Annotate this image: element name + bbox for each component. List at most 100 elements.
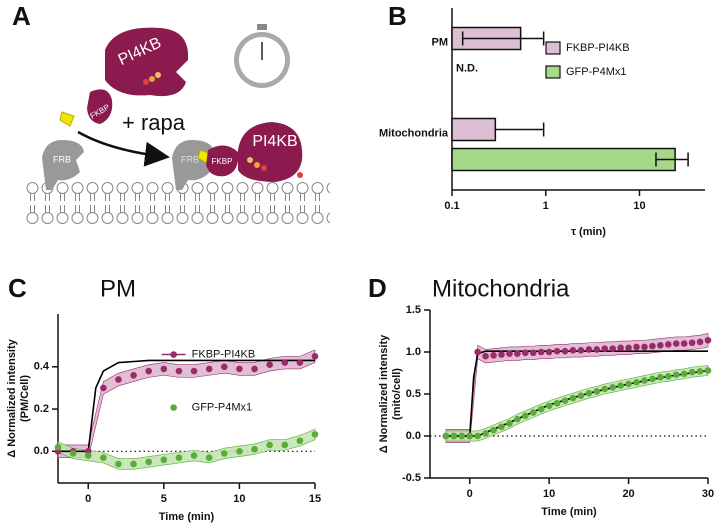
data-point (474, 348, 481, 356)
x-tick-label: 1 (543, 200, 549, 212)
data-point (696, 368, 704, 375)
data-point (251, 365, 258, 373)
data-point (641, 343, 648, 351)
data-point (190, 367, 198, 375)
y-tick-label: 1.0 (406, 346, 421, 358)
data-point (205, 365, 213, 373)
data-point (115, 460, 122, 468)
data-point (474, 432, 481, 440)
diagram-label: PI4KB (252, 133, 297, 150)
x-tick-label: 0 (85, 493, 91, 505)
y-axis-label: Δ Normalized intensity (6, 338, 18, 457)
frb-shape (42, 140, 84, 190)
diagram-label: FRB (181, 154, 199, 164)
stopwatch (234, 24, 290, 88)
y-tick-label: 0.0 (34, 445, 49, 457)
data-point (281, 359, 289, 366)
data-point (190, 452, 198, 459)
category-label: Mitochondria (379, 127, 449, 139)
data-point (529, 409, 537, 416)
data-point (311, 431, 319, 438)
category-label: PM (432, 36, 449, 48)
x-tick-label: 15 (309, 493, 321, 505)
panel-label: C (8, 273, 27, 303)
y-axis-label: Δ Normalized intensity (378, 334, 390, 453)
data-point (577, 347, 585, 354)
data-point (175, 367, 183, 375)
data-point (84, 452, 92, 459)
data-point (498, 351, 505, 358)
diagram: PI4KB FKBP + rapa FRB FRB FKBP PI4KB (25, 24, 330, 226)
legend-label: FKBP-PI4KB (192, 348, 256, 360)
data-point (529, 349, 537, 357)
data-point (482, 430, 489, 437)
data-point (601, 345, 609, 352)
x-tick-label: 30 (702, 488, 714, 500)
data-point (561, 397, 569, 405)
data-point (54, 443, 62, 451)
chart-title: PM (100, 275, 136, 302)
data-point (175, 454, 183, 461)
legend-marker (170, 404, 177, 411)
x-tick-label: 0 (467, 488, 473, 500)
data-point (672, 340, 680, 347)
data-point (145, 367, 153, 375)
legend-marker (170, 351, 177, 358)
data-point (633, 343, 640, 351)
data-point (266, 361, 273, 369)
legend-swatch (545, 65, 561, 79)
error-bar (655, 152, 689, 167)
error-bar (495, 122, 545, 137)
y-tick-label: 0.2 (34, 403, 49, 415)
data-point (664, 373, 672, 380)
data-point (585, 389, 593, 397)
data-point (145, 458, 153, 466)
data-point (100, 384, 107, 392)
data-point (625, 380, 632, 388)
data-point (553, 347, 561, 355)
x-axis-label: Time (min) (159, 511, 215, 523)
x-tick-label: 10 (233, 493, 245, 505)
data-point (664, 341, 672, 348)
data-point (688, 339, 696, 347)
y-tick-label: 0.4 (34, 361, 50, 373)
data-point (680, 340, 688, 347)
data-point (617, 382, 624, 389)
diagram-label: FKBP (212, 157, 233, 166)
kinase-shape (238, 122, 303, 182)
data-point (115, 376, 122, 383)
y-tick-label: 0.0 (406, 430, 421, 442)
error-band (57, 428, 316, 470)
x-tick-label: 20 (622, 488, 634, 500)
data-point (490, 352, 497, 359)
data-point (561, 347, 569, 355)
legend-label: GFP-P4Mx1 (566, 66, 627, 78)
data-point (688, 368, 696, 376)
data-point (609, 383, 616, 391)
data-point (160, 456, 168, 464)
data-point (649, 342, 656, 350)
data-point (625, 344, 632, 352)
data-point (205, 454, 213, 461)
data-point (458, 432, 466, 440)
data-point (593, 388, 601, 395)
data-point (514, 415, 521, 423)
x-tick-label: 0.1 (444, 200, 459, 212)
legend-label: FKBP-PI4KB (566, 42, 630, 54)
data-point (537, 348, 545, 356)
panel-label: B (388, 1, 407, 31)
data-point (704, 336, 712, 344)
data-point (585, 346, 593, 353)
error-band (445, 333, 709, 444)
data-point (553, 399, 561, 407)
data-point (633, 378, 640, 386)
data-point (311, 352, 319, 360)
data-point (130, 371, 137, 379)
data-point (672, 371, 680, 378)
data-point (569, 394, 577, 402)
data-point (236, 365, 243, 373)
legend-label: GFP-P4Mx1 (192, 401, 253, 413)
data-point (593, 346, 601, 353)
data-point (537, 405, 545, 413)
